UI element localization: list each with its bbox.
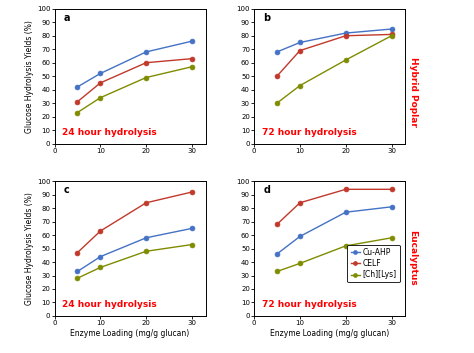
[Ch][Lys] (143, 76, 149, 80)
Cu-AHP (98, 255, 103, 259)
Cu-AHP (389, 205, 394, 209)
Cu-AHP (189, 226, 195, 231)
X-axis label: Enzyme Loading (mg/g glucan): Enzyme Loading (mg/g glucan) (270, 329, 389, 338)
Text: 24 hour hydrolysis: 24 hour hydrolysis (62, 128, 157, 137)
Line: CELF: CELF (274, 187, 394, 227)
[Ch][Lys] (98, 265, 103, 270)
CELF (389, 32, 394, 36)
Text: a: a (64, 13, 70, 23)
[Ch][Lys] (74, 276, 80, 280)
Cu-AHP (274, 50, 280, 54)
Cu-AHP (297, 40, 303, 44)
CELF (297, 48, 303, 53)
Text: 72 hour hydrolysis: 72 hour hydrolysis (262, 128, 356, 137)
[Ch][Lys] (297, 83, 303, 88)
Text: 72 hour hydrolysis: 72 hour hydrolysis (262, 300, 356, 309)
Text: Eucalyptus: Eucalyptus (409, 230, 418, 286)
[Ch][Lys] (74, 110, 80, 115)
Line: Cu-AHP: Cu-AHP (75, 226, 194, 274)
CELF (98, 81, 103, 85)
CELF (274, 222, 280, 227)
Cu-AHP (189, 39, 195, 43)
CELF (98, 229, 103, 233)
CELF (143, 201, 149, 205)
Cu-AHP (74, 269, 80, 274)
Line: [Ch][Lys]: [Ch][Lys] (274, 235, 394, 274)
Line: CELF: CELF (75, 190, 194, 255)
Line: Cu-AHP: Cu-AHP (274, 204, 394, 256)
CELF (74, 100, 80, 104)
[Ch][Lys] (189, 65, 195, 69)
Line: [Ch][Lys]: [Ch][Lys] (75, 242, 194, 281)
Y-axis label: Glucose Hydrolysis Yields (%): Glucose Hydrolysis Yields (%) (25, 192, 34, 305)
CELF (74, 251, 80, 255)
[Ch][Lys] (274, 101, 280, 105)
Text: 24 hour hydrolysis: 24 hour hydrolysis (62, 300, 157, 309)
Line: [Ch][Lys]: [Ch][Lys] (274, 33, 394, 106)
Text: d: d (263, 185, 270, 195)
Cu-AHP (389, 27, 394, 31)
Cu-AHP (297, 234, 303, 239)
Line: [Ch][Lys]: [Ch][Lys] (75, 64, 194, 115)
CELF (189, 190, 195, 194)
Line: CELF: CELF (274, 32, 394, 79)
Text: Hybrid Poplar: Hybrid Poplar (409, 57, 418, 127)
CELF (343, 34, 348, 38)
Legend: Cu-AHP, CELF, [Ch][Lys]: Cu-AHP, CELF, [Ch][Lys] (347, 245, 400, 282)
[Ch][Lys] (389, 34, 394, 38)
[Ch][Lys] (389, 236, 394, 240)
Cu-AHP (343, 210, 348, 214)
X-axis label: Enzyme Loading (mg/g glucan): Enzyme Loading (mg/g glucan) (71, 329, 190, 338)
CELF (143, 61, 149, 65)
Cu-AHP (343, 31, 348, 35)
Cu-AHP (74, 85, 80, 89)
CELF (343, 187, 348, 191)
[Ch][Lys] (189, 243, 195, 247)
[Ch][Lys] (297, 261, 303, 265)
[Ch][Lys] (98, 96, 103, 100)
[Ch][Lys] (343, 58, 348, 62)
Cu-AHP (274, 252, 280, 256)
CELF (274, 74, 280, 78)
[Ch][Lys] (343, 244, 348, 248)
Line: CELF: CELF (75, 56, 194, 104)
Line: Cu-AHP: Cu-AHP (274, 26, 394, 54)
Text: c: c (64, 185, 69, 195)
Line: Cu-AHP: Cu-AHP (75, 39, 194, 89)
Cu-AHP (143, 236, 149, 240)
CELF (297, 201, 303, 205)
Cu-AHP (98, 71, 103, 76)
Y-axis label: Glucose Hydrolysis Yields (%): Glucose Hydrolysis Yields (%) (25, 20, 34, 133)
CELF (389, 187, 394, 191)
[Ch][Lys] (143, 249, 149, 253)
Cu-AHP (143, 50, 149, 54)
Text: b: b (263, 13, 270, 23)
[Ch][Lys] (274, 269, 280, 274)
CELF (189, 56, 195, 61)
